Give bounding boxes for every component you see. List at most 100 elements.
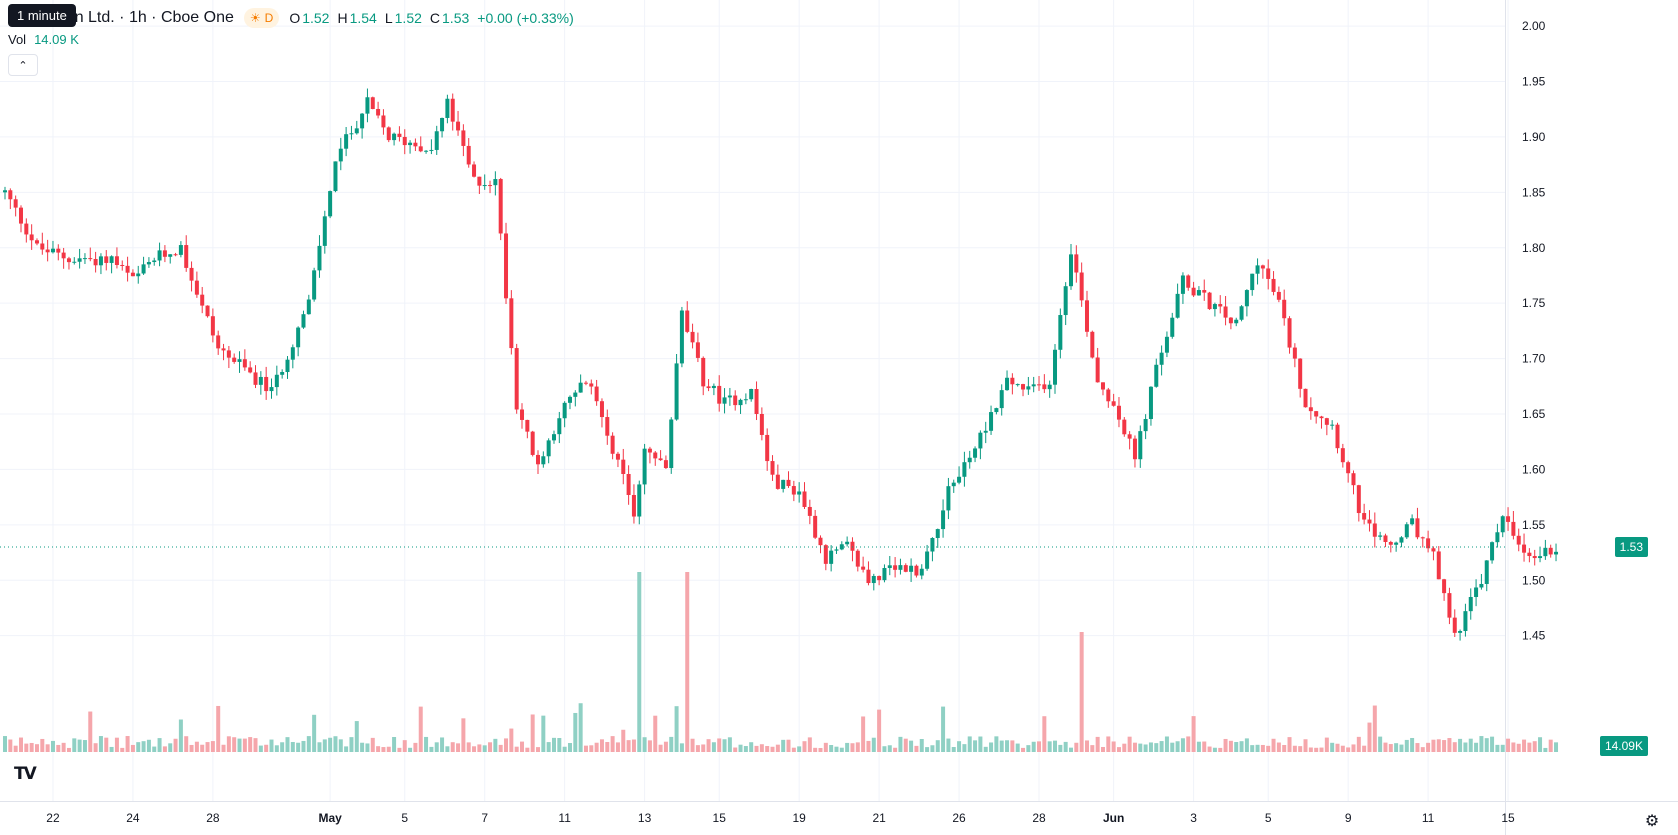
volume-bar	[834, 746, 839, 752]
candle-body	[765, 434, 770, 462]
candle-body	[1207, 292, 1212, 310]
candle-body	[1346, 462, 1351, 474]
candle-body	[1196, 290, 1201, 296]
volume-bar	[168, 743, 173, 752]
candle-body	[1223, 306, 1228, 318]
volume-bar	[1175, 741, 1180, 752]
volume-bar	[989, 742, 994, 752]
tradingview-logo-icon[interactable]: TV	[14, 764, 37, 784]
volume-bar	[802, 741, 807, 752]
volume-bar	[829, 745, 834, 752]
volume-bar	[296, 742, 301, 752]
candle-body	[1122, 419, 1127, 435]
candle-body	[189, 267, 194, 281]
candle-body	[802, 491, 807, 507]
candle-body	[88, 258, 93, 260]
candle-body	[786, 479, 791, 487]
volume-bar	[717, 738, 722, 752]
candle-body	[1164, 336, 1169, 353]
candle-body	[1420, 537, 1425, 539]
volume-bar	[903, 738, 908, 752]
volume-bar	[328, 737, 333, 752]
candle-body	[791, 486, 796, 495]
candle-body	[754, 389, 759, 414]
volume-bar	[1527, 742, 1532, 752]
candle-body	[850, 541, 855, 551]
volume-bar	[520, 741, 525, 752]
candle-body	[674, 363, 679, 420]
volume-bar	[1202, 741, 1207, 752]
candle-body	[573, 392, 578, 397]
candle-body	[1069, 254, 1073, 287]
volume-bar	[1420, 747, 1425, 752]
volume-bar	[1223, 738, 1228, 752]
candle-body	[312, 270, 317, 300]
candle-body	[887, 565, 892, 569]
volume-bar	[1287, 737, 1292, 752]
candle-body	[1532, 556, 1537, 559]
candle-body	[493, 179, 498, 186]
volume-bar	[1218, 747, 1223, 752]
candle-body	[530, 431, 535, 455]
volume-bar	[1111, 741, 1116, 752]
candle-body	[1244, 290, 1249, 307]
candle-body	[402, 136, 407, 146]
volume-bar	[999, 740, 1004, 752]
candle-body	[759, 413, 764, 435]
candle-body	[520, 409, 525, 420]
candle-body	[1330, 424, 1335, 426]
x-tick-label: May	[318, 811, 342, 825]
volume-bar	[77, 739, 82, 752]
candle-body	[1058, 315, 1063, 350]
volume-bar	[1463, 742, 1468, 752]
candle-body	[626, 473, 631, 495]
grid	[0, 0, 1509, 801]
gear-icon[interactable]: ⚙	[1644, 813, 1660, 830]
candle-body	[1074, 254, 1079, 273]
candle-body	[306, 299, 311, 315]
volume-bar	[573, 712, 578, 752]
candle-body	[440, 117, 445, 132]
candle-body	[472, 164, 477, 177]
volume-bar	[914, 745, 919, 752]
candle-body	[1037, 384, 1042, 386]
candle-body	[1095, 357, 1100, 383]
volume-bar	[1356, 736, 1361, 752]
collapse-legend-button[interactable]: ⌃	[8, 54, 38, 76]
candle-body	[418, 146, 423, 152]
volume-bar	[1399, 744, 1404, 752]
volume-bar	[1394, 743, 1399, 752]
candle-body	[109, 256, 114, 263]
volume-bar	[1260, 744, 1265, 752]
volume-bar	[1063, 741, 1068, 752]
open-label: O	[289, 10, 301, 26]
x-tick-label: 21	[872, 811, 886, 825]
volume-bar	[1292, 745, 1297, 752]
volume-bar	[962, 744, 967, 752]
volume-bars	[3, 572, 1559, 752]
candle-body	[727, 395, 732, 398]
volume-bar	[562, 746, 567, 752]
volume-bar	[1266, 745, 1271, 752]
change-value: +0.00 (+0.33%)	[477, 10, 574, 26]
y-tick-label: 1.95	[1522, 75, 1546, 89]
volume-bar	[935, 740, 940, 752]
y-tick-label: 1.70	[1522, 352, 1546, 366]
candle-body	[1463, 611, 1468, 632]
volume-bar	[615, 742, 620, 752]
volume-bar	[711, 742, 716, 752]
candle-body	[338, 148, 343, 162]
volume-bar	[765, 746, 770, 752]
candle-body	[669, 419, 674, 469]
volume-bar	[1548, 739, 1553, 752]
candle-body	[504, 233, 509, 299]
candle-body	[1388, 541, 1393, 545]
volume-legend[interactable]: Vol 14.09 K	[8, 32, 79, 47]
volume-bar	[242, 738, 247, 752]
volume-bar	[610, 736, 615, 752]
session-badge[interactable]: ☀ D	[243, 8, 280, 28]
candle-body	[701, 357, 706, 387]
candlesticks	[3, 88, 1559, 641]
candle-body	[242, 359, 247, 368]
